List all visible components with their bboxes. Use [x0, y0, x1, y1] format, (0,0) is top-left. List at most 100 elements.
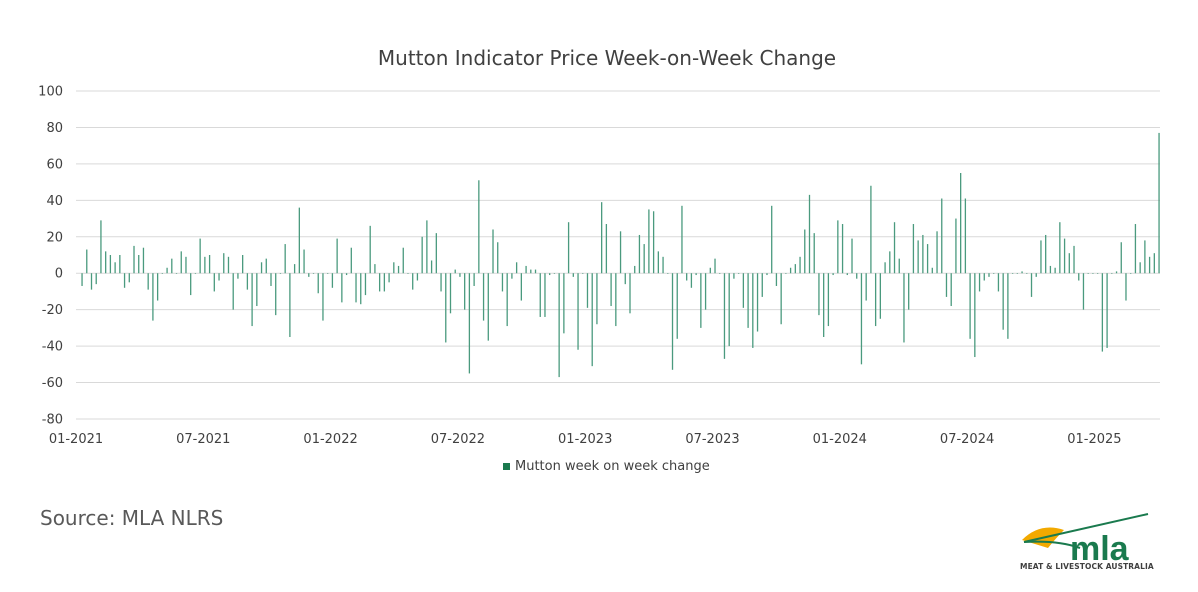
bar: [317, 273, 319, 294]
bar: [1139, 262, 1141, 274]
bar: [525, 265, 527, 274]
bar: [539, 273, 541, 317]
bar: [756, 273, 759, 332]
bar: [515, 262, 518, 274]
bar: [700, 273, 702, 328]
bar: [454, 269, 456, 274]
bar: [742, 273, 745, 308]
bar: [95, 273, 97, 285]
bar-series: [81, 132, 1160, 378]
bar: [671, 273, 674, 370]
bar: [1030, 273, 1033, 297]
bar: [426, 220, 428, 274]
bar: [81, 273, 83, 286]
bar: [766, 273, 768, 276]
bar: [955, 218, 957, 274]
bar: [941, 198, 943, 274]
bar: [175, 273, 178, 274]
bar: [109, 255, 112, 274]
y-tick-label: 20: [46, 230, 63, 245]
bar: [199, 238, 201, 274]
bar: [643, 244, 645, 274]
x-tick-label: 07-2022: [431, 432, 485, 447]
bar: [624, 273, 626, 285]
bar: [563, 273, 565, 334]
horizon-line: [1023, 513, 1149, 543]
bar: [180, 251, 182, 274]
bar: [988, 273, 990, 277]
bar: [1045, 234, 1047, 274]
bar: [397, 265, 400, 274]
bar: [218, 273, 220, 281]
y-tick-label: 0: [55, 267, 63, 282]
bar: [1148, 256, 1151, 274]
bar: [501, 273, 504, 292]
bar: [908, 273, 910, 310]
bar: [1021, 271, 1023, 274]
bar: [733, 273, 735, 279]
bar: [223, 253, 225, 274]
bar: [293, 264, 296, 274]
y-tick-label: -20: [42, 303, 63, 318]
bar: [185, 256, 187, 274]
y-tick-label: -40: [42, 340, 63, 355]
bar: [289, 273, 291, 337]
bar: [856, 273, 858, 279]
bar: [1063, 238, 1066, 274]
bar: [903, 273, 905, 343]
bar: [402, 247, 404, 274]
bar: [208, 255, 211, 274]
bar: [1068, 253, 1070, 274]
bar: [851, 238, 853, 274]
bar: [393, 262, 395, 274]
bar: [275, 273, 277, 316]
bar: [345, 273, 348, 276]
bar: [416, 273, 419, 281]
bar: [265, 258, 267, 274]
bar: [1130, 273, 1132, 274]
bar: [1026, 273, 1028, 274]
bar: [634, 265, 636, 274]
bar: [156, 273, 159, 301]
bar: [322, 273, 324, 321]
bar: [1078, 273, 1080, 281]
bar: [260, 262, 263, 274]
bar: [676, 273, 678, 339]
bar: [251, 273, 253, 327]
bar: [445, 273, 447, 343]
mla-logo-icon: mla: [1022, 513, 1149, 568]
bar: [686, 273, 688, 281]
x-tick-label: 01-2023: [558, 432, 612, 447]
bar: [100, 220, 102, 274]
bar: [530, 269, 532, 274]
bar: [841, 224, 844, 274]
bar: [771, 205, 773, 274]
bar: [922, 234, 924, 274]
bar: [605, 224, 608, 274]
bar: [544, 273, 546, 317]
gridlines: [76, 90, 1160, 420]
bar: [1111, 273, 1113, 274]
bar: [799, 256, 801, 274]
bar: [846, 273, 848, 276]
bar: [341, 273, 343, 303]
bar: [577, 273, 579, 350]
bar: [1153, 253, 1155, 274]
bar: [832, 273, 834, 276]
bar: [421, 236, 423, 274]
bar: [596, 273, 598, 325]
bar: [430, 260, 433, 274]
bar: [256, 273, 258, 307]
bar: [1040, 240, 1042, 274]
bar: [1101, 273, 1104, 352]
bar: [86, 249, 88, 274]
bar: [506, 273, 508, 327]
bar: [1120, 242, 1122, 274]
bar: [893, 222, 896, 274]
bar: [123, 273, 126, 288]
y-tick-label: 80: [46, 121, 63, 136]
bar: [487, 273, 489, 341]
bar: [747, 273, 749, 328]
bar: [789, 267, 792, 274]
